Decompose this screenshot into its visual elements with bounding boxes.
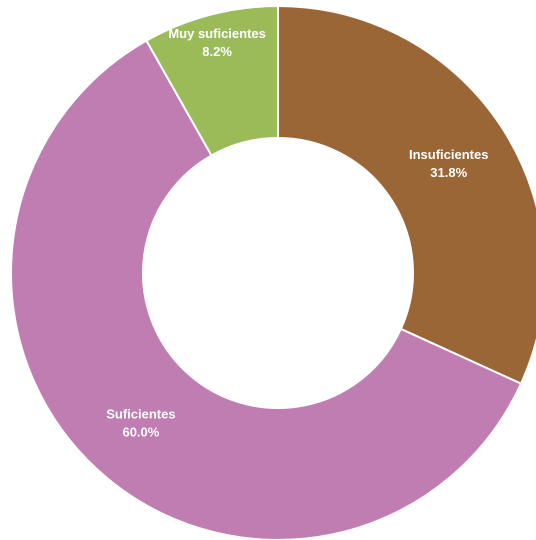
slice-suficientes xyxy=(10,39,523,540)
label-value-suficientes: 60.0% xyxy=(122,425,159,440)
label-value-muy-suficientes: 8.2% xyxy=(202,44,232,59)
label-name-insuficientes: Insuficientes xyxy=(409,147,488,162)
label-value-insuficientes: 31.8% xyxy=(430,165,467,180)
donut-slices xyxy=(10,4,536,540)
label-name-muy-suficientes: Muy suficientes xyxy=(168,26,266,41)
label-name-suficientes: Suficientes xyxy=(106,407,175,422)
slice-muy-suficientes xyxy=(145,4,279,157)
data-labels: Insuficientes 31.8% Suficientes 60.0% Muy su… xyxy=(106,26,488,440)
slice-insuficientes xyxy=(277,4,536,385)
